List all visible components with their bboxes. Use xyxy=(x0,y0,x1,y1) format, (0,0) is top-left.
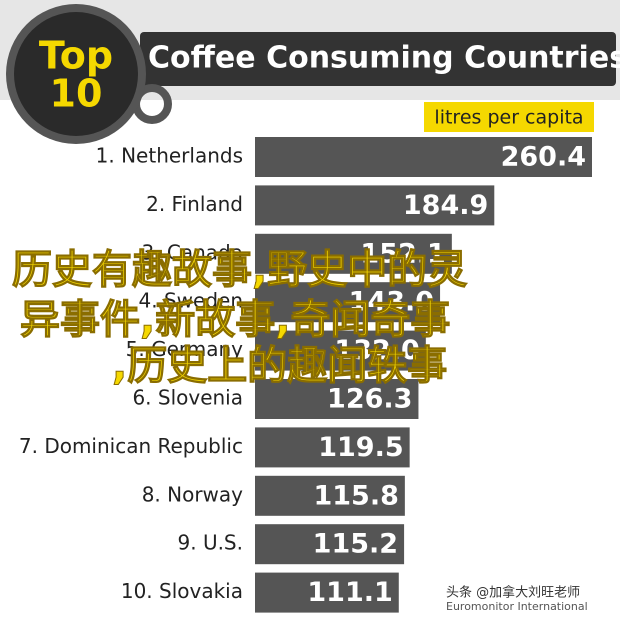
value-label: 115.2 xyxy=(313,529,398,560)
value-label: 143.0 xyxy=(349,287,434,318)
category-label: 10. Slovakia xyxy=(121,579,243,603)
value-label: 115.8 xyxy=(313,480,398,511)
badge-inner xyxy=(14,12,138,136)
category-label: 1. Netherlands xyxy=(96,144,243,168)
bar xyxy=(255,233,452,274)
category-label: 3. Canada xyxy=(141,240,243,264)
overlay-line: ,历史上的趣闻轶事 xyxy=(112,343,447,389)
bar xyxy=(255,427,410,468)
unit-box xyxy=(424,102,594,132)
bar xyxy=(255,572,399,613)
value-label: 152.1 xyxy=(360,238,445,269)
bar xyxy=(255,524,405,565)
source: Euromonitor International xyxy=(446,600,588,613)
badge-top: Top xyxy=(39,34,113,78)
unit-label: litres per capita xyxy=(434,107,583,129)
title-banner xyxy=(140,32,616,86)
value-label: 119.5 xyxy=(318,432,403,463)
category-label: 2. Finland xyxy=(146,192,243,216)
bar xyxy=(255,379,419,419)
bar xyxy=(255,475,405,516)
bar xyxy=(255,330,426,371)
value-label: 126.3 xyxy=(327,384,412,415)
category-label: 9. U.S. xyxy=(178,531,244,555)
category-label: 8. Norway xyxy=(142,482,243,506)
bars: 1. Netherlands 260.4 2. Finland 184.9 3. Can… xyxy=(19,137,592,613)
watermark: 头条 @加拿大刘旺老师 xyxy=(446,585,580,601)
overlay-line: 历史有趣故事,野史中的灵 xyxy=(12,247,467,293)
bar xyxy=(255,282,441,323)
category-label: 7. Dominican Republic xyxy=(19,434,243,458)
overlay-line: 异事件,新故事,奇闻奇事 xyxy=(20,297,450,343)
value-label: 184.9 xyxy=(403,190,488,221)
bar xyxy=(255,185,495,226)
badge-num: 10 xyxy=(50,72,103,116)
chart-title: Coffee Consuming Countries xyxy=(148,41,620,76)
value-label: 260.4 xyxy=(501,142,586,173)
category-label: 5. Germany xyxy=(126,337,244,361)
value-label: 132.0 xyxy=(334,335,419,366)
category-label: 6. Slovenia xyxy=(132,386,243,410)
value-label: 111.1 xyxy=(307,577,392,608)
category-label: 4. Sweden xyxy=(139,289,243,313)
bar xyxy=(255,137,592,177)
